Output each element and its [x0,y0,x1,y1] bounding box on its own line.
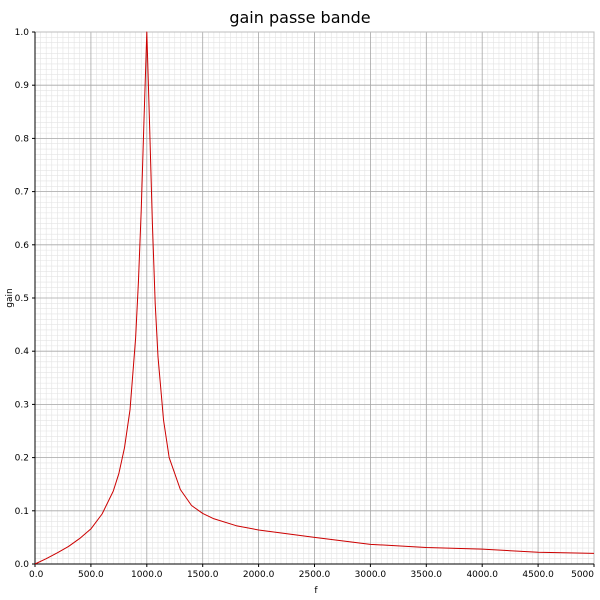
x-tick-label: 2500.0 [299,570,331,580]
y-axis-label: gain [5,288,15,307]
x-tick-labels: 0.0 500.0 1000.0 1500.0 2000.0 2500.0 3000.0 35… [29,564,595,580]
x-tick-label: 3000.0 [355,570,387,580]
y-tick-label: 0.5 [15,294,29,304]
y-tick-label: 0.9 [15,81,30,91]
series-layer [34,31,595,565]
x-tick-label: 4500.0 [522,570,554,580]
y-tick-label: 0.4 [15,347,30,357]
x-tick-label: 0.0 [29,570,44,580]
x-tick-label: 5000 [571,570,594,580]
x-tick-label: 4000.0 [466,570,498,580]
y-tick-label: 0.6 [15,241,30,251]
y-tick-label: 0.3 [15,400,29,410]
x-tick-label: 500.0 [78,570,104,580]
y-tick-labels: 0.0 0.1 0.2 0.3 0.4 0.5 0.6 0.7 0.8 0.9 1.0 [15,28,35,570]
y-tick-label: 0.2 [15,454,29,464]
y-tick-label: 0.7 [15,188,29,198]
x-tick-label: 3500.0 [411,570,443,580]
x-axis-label: f [314,586,318,596]
y-tick-label: 1.0 [15,28,30,38]
chart-title: gain passe bande [229,8,370,27]
x-tick-label: 1500.0 [187,570,219,580]
series-line [34,31,595,565]
x-tick-label: 2000.0 [243,570,275,580]
x-tick-label: 1000.0 [131,570,163,580]
y-tick-label: 0.1 [15,507,29,517]
y-tick-label: 0.0 [15,560,30,570]
y-tick-label: 0.8 [15,134,30,144]
